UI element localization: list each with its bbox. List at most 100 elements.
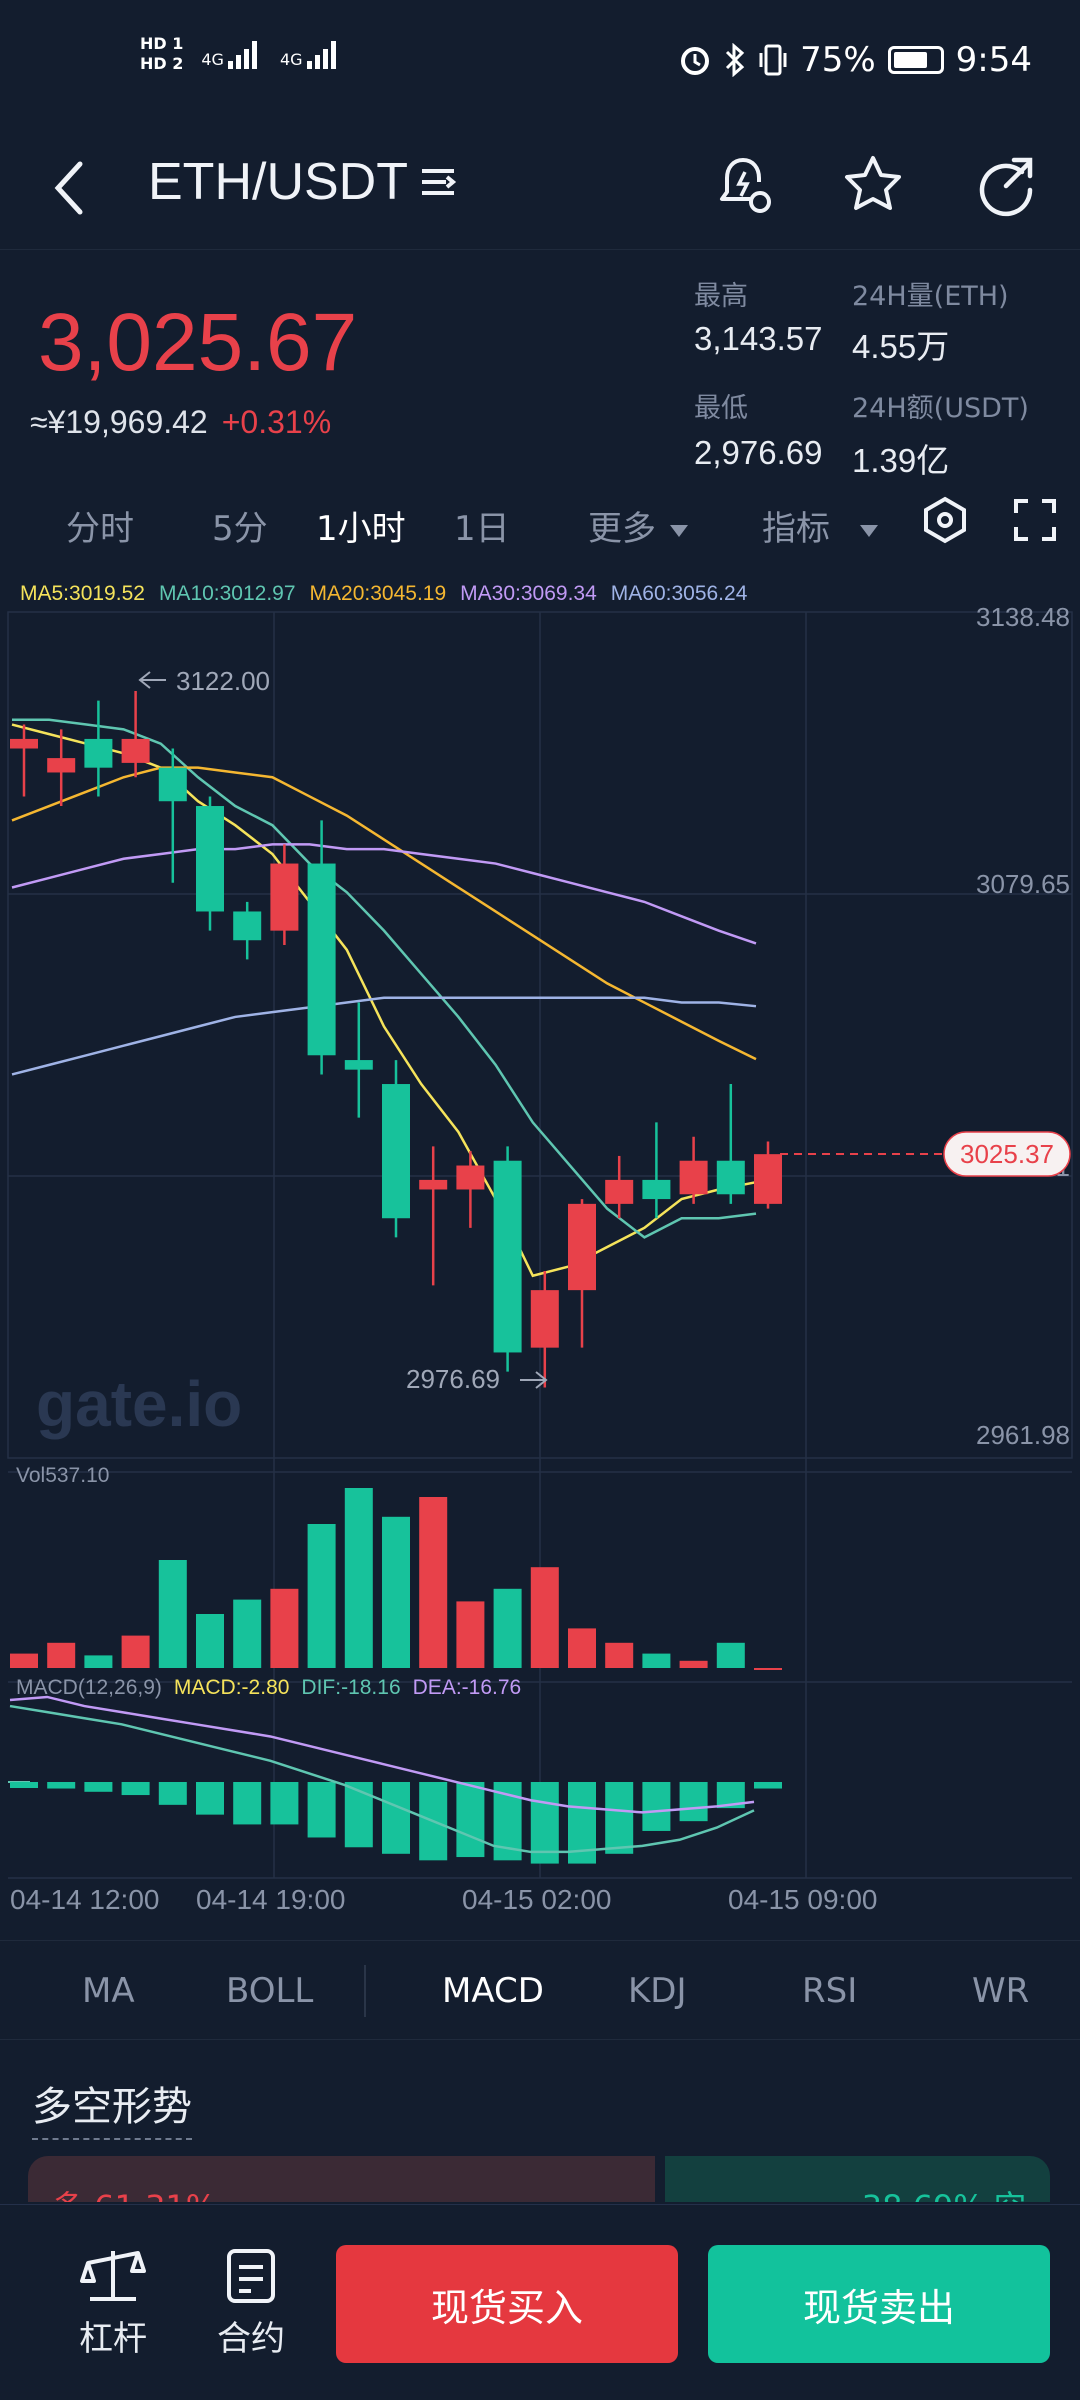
tab-kdj[interactable]: KDJ xyxy=(628,1971,687,2011)
macd-legend-item: MACD(12,26,9) xyxy=(16,1676,162,1699)
macd-histogram-bar xyxy=(270,1782,299,1825)
tab-boll[interactable]: BOLL xyxy=(226,1971,314,2011)
volume-bar xyxy=(121,1635,150,1668)
back-arrow-icon[interactable] xyxy=(44,148,104,228)
volume-bar xyxy=(307,1524,336,1668)
share-icon[interactable] xyxy=(970,150,1040,220)
tab-macd[interactable]: MACD xyxy=(442,1971,544,2011)
fullscreen-icon[interactable] xyxy=(1012,497,1058,543)
volume-bar xyxy=(84,1655,113,1668)
macd-legend-item: MACD:-2.80 xyxy=(173,1676,290,1699)
macd-histogram-bar xyxy=(121,1782,150,1796)
tab-wr[interactable]: WR xyxy=(972,1971,1030,2011)
y-tick-label: 3079.65 xyxy=(976,869,1070,899)
cny-price: ≈¥19,969.42 xyxy=(30,404,208,440)
macd-histogram-bar xyxy=(754,1782,782,1789)
amount-label: 24H额(USDT) xyxy=(852,393,1029,424)
tab-5m[interactable]: 5分 xyxy=(212,509,268,549)
macd-histogram-bar xyxy=(196,1782,224,1815)
volume-bar xyxy=(270,1588,299,1668)
x-tick-label: 04-15 02:00 xyxy=(462,1884,612,1915)
ma-legend-item: MA10:3012.97 xyxy=(158,582,296,605)
settings-hex-icon[interactable] xyxy=(920,495,970,545)
macd-histogram-bar xyxy=(456,1782,485,1858)
section-title-sentiment[interactable]: 多空形势 xyxy=(32,2074,192,2140)
macd-histogram-bar xyxy=(642,1782,671,1831)
candle-body xyxy=(307,863,336,1056)
ma-line-ma30 xyxy=(11,843,757,945)
low-label: 最低 xyxy=(694,393,748,424)
ma-legend: MA5:3019.52 MA10:3012.97 MA20:3045.19 MA30:… xyxy=(20,582,747,606)
volume-bar xyxy=(530,1567,559,1668)
volume-bar xyxy=(344,1488,373,1668)
candle-body xyxy=(642,1179,671,1200)
signal-icon-2: 4G xyxy=(280,39,341,69)
tab-more[interactable]: 更多 xyxy=(588,501,688,550)
scale-icon xyxy=(80,2251,146,2301)
price-change: +0.31% xyxy=(221,404,332,440)
signal-icon: 4G xyxy=(201,39,262,69)
ma-legend-item: MA60:3056.24 xyxy=(610,582,748,605)
volume-bar xyxy=(605,1642,634,1668)
candle-body xyxy=(47,758,76,773)
low-value: 2,976.69 xyxy=(694,434,823,471)
tab-timeline[interactable]: 分时 xyxy=(66,509,134,549)
price-alert-icon[interactable] xyxy=(708,150,778,220)
high-marker-arrow xyxy=(138,671,166,689)
clock: 9:54 xyxy=(955,40,1032,80)
volume-bar xyxy=(493,1588,522,1668)
pair-selector[interactable]: ETH/USDT xyxy=(148,152,458,212)
tab-indicator[interactable]: 指标 xyxy=(762,501,878,550)
volume-bar xyxy=(419,1497,448,1668)
leverage-button[interactable]: 杠杆 xyxy=(68,2245,158,2360)
tab-ma[interactable]: MA xyxy=(82,1971,135,2011)
macd-dif-line xyxy=(9,1704,755,1854)
sim-indicator: HD 1 HD 2 xyxy=(140,34,184,73)
last-price: 3,025.67 xyxy=(38,297,358,388)
tab-rsi[interactable]: RSI xyxy=(802,1971,858,2011)
chevron-down-icon xyxy=(860,524,878,537)
x-tick-label: 04-14 19:00 xyxy=(196,1884,346,1915)
macd-dea-line xyxy=(9,1695,755,1814)
bottom-action-bar: 杠杆 合约 现货买入 现货卖出 xyxy=(0,2204,1080,2400)
divider xyxy=(364,1965,366,2017)
alarm-icon xyxy=(681,47,710,75)
tab-1h[interactable]: 1小时 xyxy=(316,509,406,549)
macd-histogram-bar xyxy=(10,1782,38,1788)
volume-bar xyxy=(716,1642,745,1668)
ma-legend-item: MA30:3069.34 xyxy=(460,582,597,605)
y-tick-label: 3138.48 xyxy=(976,602,1070,632)
spot-sell-button[interactable]: 现货卖出 xyxy=(708,2245,1050,2363)
menu-icon xyxy=(422,169,457,195)
kline-chart[interactable]: gate.io3138.483079.653020.812961.983122.… xyxy=(0,600,1080,1900)
volume-label: Vol537.10 xyxy=(16,1464,110,1487)
volume-bar xyxy=(47,1642,76,1668)
vol-label: 24H量(ETH) xyxy=(852,281,1009,312)
high-value: 3,143.57 xyxy=(694,320,823,357)
pair-title: ETH/USDT xyxy=(148,153,408,211)
contract-button[interactable]: 合约 xyxy=(206,2245,296,2360)
current-price-tag-text: 3025.37 xyxy=(960,1139,1054,1169)
price-sub: ≈¥19,969.42 +0.31% xyxy=(30,404,331,441)
volume-bar xyxy=(754,1668,782,1670)
low-marker-label: 2976.69 xyxy=(406,1364,500,1394)
volume-bar xyxy=(10,1653,38,1668)
star-icon[interactable] xyxy=(838,150,908,220)
y-tick-label: 2961.98 xyxy=(976,1420,1070,1450)
x-tick-label: 04-14 12:00 xyxy=(10,1884,160,1915)
long-short-ratio-bar: 多 61.31% 38.69% 空 xyxy=(28,2156,1050,2202)
macd-histogram-bar xyxy=(307,1782,336,1838)
battery-icon xyxy=(887,46,944,74)
macd-histogram-bar xyxy=(605,1782,634,1854)
macd-histogram-bar xyxy=(84,1782,113,1792)
macd-legend-item: DIF:-18.16 xyxy=(301,1676,401,1699)
high-marker-label: 3122.00 xyxy=(176,666,270,696)
short-ratio-text: 38.69% 空 xyxy=(862,2182,1026,2202)
volume-bar xyxy=(568,1628,596,1668)
spot-buy-button[interactable]: 现货买入 xyxy=(336,2245,678,2363)
volume-bar xyxy=(642,1653,671,1668)
vibrate-icon xyxy=(759,44,787,76)
interval-tabs: 分时 5分 1小时 1日 更多 指标 xyxy=(0,495,1080,551)
tab-1d[interactable]: 1日 xyxy=(454,509,510,549)
volume-bar xyxy=(196,1614,224,1668)
